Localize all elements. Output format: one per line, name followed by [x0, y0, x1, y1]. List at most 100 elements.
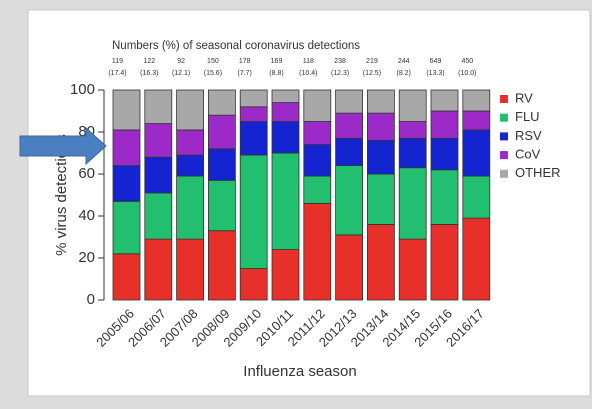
- bar-segment: [335, 137, 364, 167]
- y-tick-label: 40: [78, 207, 95, 224]
- bar-segment: [303, 121, 332, 146]
- bar-segment: [112, 165, 141, 202]
- coronavirus-count: 122: [143, 58, 155, 65]
- bar-segment: [303, 89, 332, 122]
- bar-segment: [207, 148, 236, 181]
- coronavirus-percent: (15.6): [204, 70, 222, 77]
- bar-segment: [303, 144, 332, 177]
- coronavirus-count: 178: [239, 58, 251, 65]
- bar-segment: [144, 156, 173, 194]
- bar-segment: [271, 249, 300, 301]
- bar-segment: [366, 139, 395, 175]
- coronavirus-percent: (16.3): [140, 70, 158, 77]
- bar-segment: [335, 234, 364, 301]
- legend-swatch: [500, 132, 508, 141]
- bar-segment: [430, 169, 459, 225]
- bar-segment: [462, 110, 491, 131]
- coronavirus-count: 238: [334, 58, 346, 65]
- bar-segment: [112, 200, 141, 255]
- coronavirus-percent: (10.4): [299, 70, 317, 77]
- coronavirus-count: 118: [303, 58, 314, 65]
- coronavirus-percent: (12.5): [363, 70, 381, 77]
- bar-segment: [207, 230, 236, 301]
- bar-segment: [366, 223, 395, 301]
- bar-segment: [430, 89, 459, 112]
- bar-segment: [239, 106, 268, 122]
- bar-segment: [144, 123, 173, 158]
- bar-segment: [398, 137, 427, 169]
- y-tick-label: 60: [78, 165, 95, 182]
- bar-segment: [462, 175, 491, 219]
- y-tick-label: 20: [78, 249, 95, 266]
- bar-segment: [207, 179, 236, 232]
- bar-segment: [144, 89, 173, 124]
- bar-segment: [144, 238, 173, 301]
- bar-segment: [398, 238, 427, 301]
- y-tick-label: 0: [87, 291, 95, 308]
- legend-swatch: [500, 151, 508, 160]
- coronavirus-percent: (12.1): [172, 70, 190, 77]
- bar-segment: [207, 89, 236, 116]
- coronavirus-count: 169: [271, 58, 283, 65]
- bar-segment: [462, 89, 491, 112]
- coronavirus-percent: (10.0): [458, 70, 476, 77]
- legend-label: OTHER: [515, 165, 561, 180]
- bar-segment: [462, 217, 491, 301]
- bar-segment: [303, 202, 332, 301]
- bar-segment: [430, 223, 459, 301]
- bar-segment: [335, 112, 364, 139]
- legend-label: CoV: [515, 147, 541, 162]
- bar-segment: [335, 89, 364, 114]
- bar-segment: [398, 121, 427, 139]
- coronavirus-count: 244: [398, 58, 410, 65]
- legend-label: RSV: [515, 128, 542, 143]
- bar-segment: [271, 89, 300, 104]
- coronavirus-percent: (8.8): [269, 70, 283, 77]
- legend-swatch: [500, 95, 508, 103]
- coronavirus-percent: (13.3): [426, 70, 444, 77]
- bar-segment: [366, 89, 395, 114]
- chart-title: Numbers (%) of seasonal coronavirus dete…: [112, 40, 360, 52]
- coronavirus-count: 150: [207, 58, 219, 65]
- coronavirus-percent: (12.3): [331, 70, 349, 77]
- bar-segment: [239, 154, 268, 269]
- coronavirus-count: 92: [177, 58, 185, 65]
- bar-segment: [398, 89, 427, 122]
- legend-label: FLU: [515, 109, 540, 124]
- bar-segment: [176, 238, 205, 301]
- coronavirus-percent: (8.2): [396, 70, 410, 77]
- bar-segment: [207, 114, 236, 150]
- x-axis-label: Influenza season: [243, 363, 356, 380]
- bar-segment: [239, 89, 268, 108]
- bar-segment: [430, 110, 459, 139]
- bar-segment: [112, 253, 141, 301]
- bar-segment: [271, 152, 300, 250]
- coronavirus-count: 119: [112, 58, 123, 65]
- coronavirus-percent: (17.4): [108, 70, 126, 77]
- legend-label: RV: [515, 90, 533, 105]
- bar-segment: [430, 137, 459, 171]
- coronavirus-count: 219: [366, 58, 378, 65]
- bar-segment: [176, 89, 205, 131]
- bar-segment: [271, 102, 300, 122]
- y-tick-label: 100: [70, 81, 95, 98]
- y-axis-label: % virus detections: [53, 134, 70, 256]
- bar-segment: [398, 167, 427, 240]
- bar-segment: [239, 268, 268, 301]
- bar-segment: [271, 121, 300, 154]
- bar-segment: [144, 192, 173, 240]
- bar-segment: [176, 129, 205, 156]
- coronavirus-count: 450: [461, 58, 473, 65]
- legend-swatch: [500, 113, 508, 122]
- bar-segment: [366, 173, 395, 225]
- bar-segment: [335, 165, 364, 236]
- coronavirus-count: 649: [430, 58, 442, 65]
- bar-segment: [239, 121, 268, 156]
- bar-segment: [112, 89, 141, 131]
- bar-segment: [366, 112, 395, 141]
- pointer-arrow: [19, 126, 107, 166]
- bar-segment: [303, 175, 332, 204]
- bar-segment: [112, 129, 141, 166]
- coronavirus-percent: (7.7): [237, 70, 251, 77]
